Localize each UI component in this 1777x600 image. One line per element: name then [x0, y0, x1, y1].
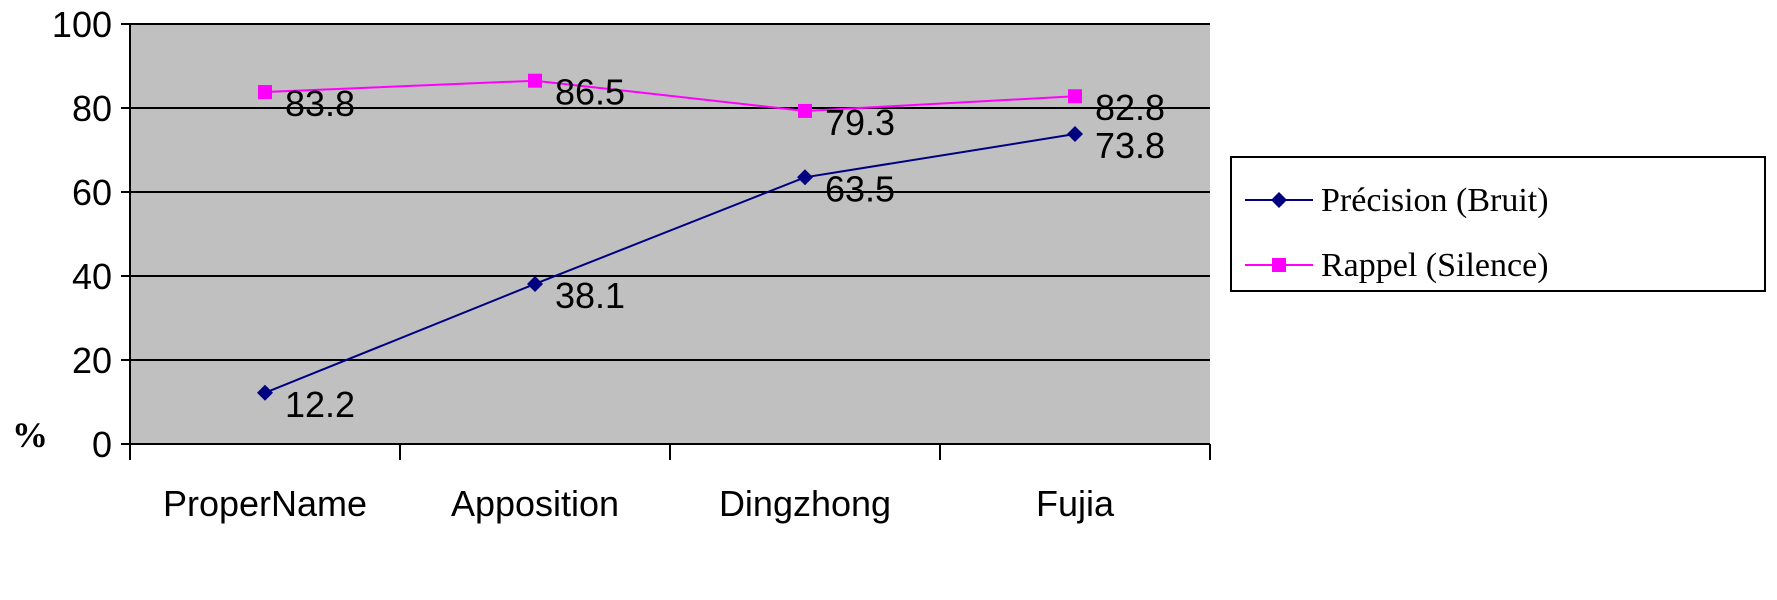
data-label: 12.2 — [285, 384, 355, 425]
data-point — [797, 169, 813, 186]
y-tick-label: 60 — [72, 172, 112, 213]
y-axis-unit-label: % — [12, 415, 48, 455]
data-point — [528, 73, 542, 88]
legend: Précision (Bruit) Rappel (Silence) — [1230, 156, 1766, 292]
x-axis-ticks: ProperName Apposition Dingzhong Fujia — [129, 444, 1211, 524]
data-label: 79.3 — [825, 102, 895, 143]
legend-swatch-marker — [1272, 258, 1286, 272]
data-label: 82.8 — [1095, 87, 1165, 128]
series-line — [264, 133, 1076, 394]
y-tick-label: 40 — [72, 256, 112, 297]
data-point — [258, 85, 272, 100]
series-precision: 12.2 38.1 63.5 73.8 — [257, 125, 1165, 425]
data-label: 86.5 — [555, 72, 625, 113]
y-tick-label: 20 — [72, 340, 112, 381]
legend-box — [1230, 156, 1766, 292]
data-point — [527, 275, 543, 292]
data-point — [257, 384, 273, 401]
data-point — [1068, 89, 1082, 104]
legend-label: Rappel (Silence) — [1321, 247, 1549, 284]
y-axis-ticks: 0 20 40 60 80 100 — [52, 4, 130, 465]
y-tick-label: 80 — [72, 88, 112, 129]
series-line — [264, 79, 1076, 112]
series-rappel: 83.8 86.5 79.3 82.8 — [258, 72, 1165, 143]
x-tick-label: ProperName — [163, 483, 367, 524]
x-tick-label: Dingzhong — [719, 483, 891, 524]
legend-item: Rappel (Silence) — [1245, 247, 1549, 284]
data-point — [798, 103, 812, 118]
y-tick-label: 100 — [52, 4, 112, 45]
data-label: 73.8 — [1095, 125, 1165, 166]
x-tick-label: Apposition — [451, 483, 619, 524]
series-layer: 12.2 38.1 63.5 73.8 83.8 86.5 79.3 82.8 — [257, 72, 1165, 425]
data-label: 83.8 — [285, 83, 355, 124]
legend-label: Précision (Bruit) — [1321, 182, 1549, 219]
legend-item: Précision (Bruit) — [1245, 182, 1549, 219]
data-label: 63.5 — [825, 168, 895, 209]
data-point — [1067, 126, 1083, 143]
x-tick-label: Fujia — [1036, 483, 1115, 524]
y-tick-label: 0 — [92, 424, 112, 465]
data-label: 38.1 — [555, 275, 625, 316]
gridlines — [130, 23, 1210, 361]
legend-swatch-marker — [1271, 192, 1287, 208]
